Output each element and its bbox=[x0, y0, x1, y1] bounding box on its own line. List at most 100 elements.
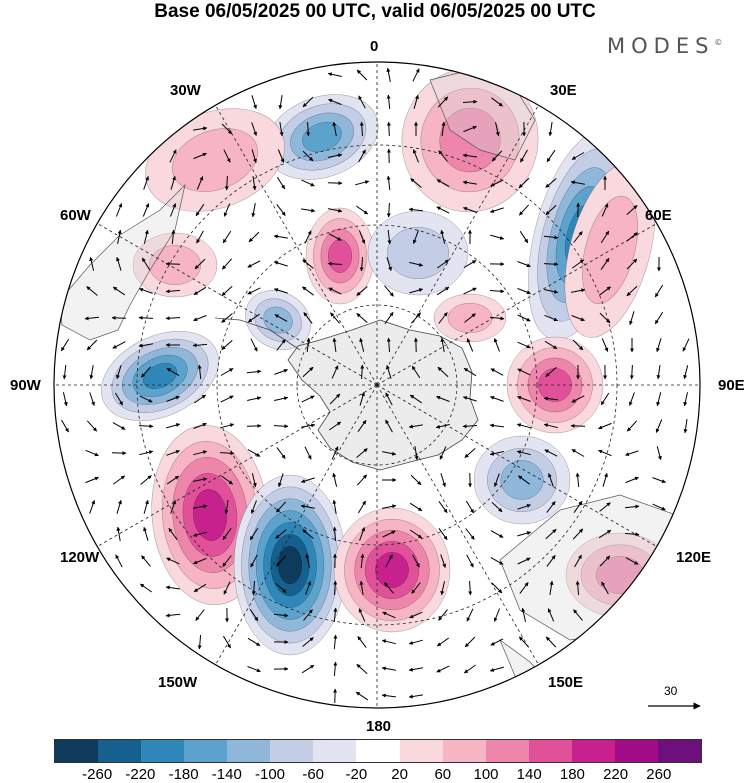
wind-arrow bbox=[572, 339, 584, 351]
wind-arrow bbox=[598, 449, 612, 457]
wind-arrow bbox=[332, 526, 337, 542]
wind-arrow bbox=[436, 206, 450, 214]
wind-arrow bbox=[600, 257, 610, 270]
wind-arrow bbox=[84, 316, 100, 321]
wind-arrow bbox=[359, 527, 366, 541]
wind-arrow bbox=[440, 473, 446, 488]
wind-arrow bbox=[89, 392, 95, 406]
wind-arrow bbox=[277, 149, 285, 163]
colorbar-tick-label: -100 bbox=[254, 766, 286, 783]
wind-arrow bbox=[543, 235, 559, 240]
wind-arrow bbox=[517, 368, 531, 376]
wind-arrow bbox=[519, 230, 529, 244]
wind-arrow bbox=[139, 287, 153, 294]
colorbar-swatch bbox=[270, 740, 314, 762]
wind-arrow bbox=[436, 179, 450, 187]
wind-arrow bbox=[408, 207, 423, 212]
wind-arrow bbox=[138, 343, 153, 348]
wind-arrow bbox=[490, 368, 504, 376]
wind-vectors bbox=[60, 67, 690, 704]
wind-arrow bbox=[330, 312, 340, 324]
wind-arrow bbox=[384, 285, 394, 297]
wind-arrow bbox=[625, 450, 639, 456]
wind-arrow bbox=[275, 501, 287, 513]
wind-arrow bbox=[386, 121, 391, 137]
wind-arrow bbox=[143, 499, 149, 514]
colorbar-swatch bbox=[184, 740, 228, 762]
anomaly-contour bbox=[277, 545, 303, 585]
wind-arrow bbox=[116, 526, 121, 541]
wind-arrow bbox=[439, 446, 447, 460]
longitude-label: 30W bbox=[170, 82, 201, 99]
wind-arrow bbox=[598, 422, 612, 430]
wind-arrow bbox=[224, 175, 229, 191]
wind-arrow bbox=[381, 666, 396, 671]
wind-arrow bbox=[166, 557, 180, 565]
wind-arrow bbox=[115, 554, 123, 568]
wind-arrow bbox=[544, 449, 558, 457]
wind-arrow bbox=[139, 583, 152, 593]
wind-arrow bbox=[112, 422, 126, 430]
wind-arrow bbox=[359, 391, 365, 406]
wind-arrow bbox=[279, 122, 284, 137]
wind-arrow bbox=[629, 364, 634, 380]
wind-arrow bbox=[195, 203, 205, 217]
longitude-label: 60W bbox=[60, 207, 91, 224]
wind-arrow bbox=[328, 153, 343, 158]
wind-arrow bbox=[356, 663, 368, 675]
wind-arrow bbox=[356, 69, 368, 81]
wind-arrow bbox=[440, 337, 445, 352]
wind-arrow bbox=[600, 230, 610, 244]
wind-arrow bbox=[517, 504, 531, 510]
wind-arrow bbox=[193, 315, 207, 322]
wind-arrow bbox=[546, 555, 556, 567]
colorbar-swatch bbox=[313, 740, 357, 762]
wind-arrow bbox=[327, 261, 343, 266]
lat-lon-grid bbox=[54, 62, 700, 708]
wind-arrow bbox=[333, 580, 338, 596]
wind-arrow bbox=[247, 313, 260, 323]
wind-arrow bbox=[170, 203, 177, 217]
colorbar-swatch bbox=[55, 740, 99, 762]
anomaly-shading bbox=[101, 67, 675, 656]
wind-arrow bbox=[141, 555, 151, 567]
wind-arrow bbox=[275, 529, 287, 539]
wind-arrow bbox=[328, 287, 342, 295]
wind-arrow bbox=[304, 446, 312, 460]
wind-arrow bbox=[517, 261, 531, 268]
wind-arrow bbox=[331, 365, 339, 379]
colorbar-tick-label: 140 bbox=[516, 766, 542, 783]
wind-arrow bbox=[221, 475, 233, 485]
wind-arrow bbox=[570, 423, 586, 428]
wind-arrow bbox=[656, 446, 662, 461]
wind-arrow bbox=[493, 608, 501, 622]
wind-arrow bbox=[223, 581, 231, 595]
wind-arrow bbox=[465, 500, 475, 514]
wind-arrow bbox=[192, 531, 207, 537]
wind-arrow bbox=[358, 149, 366, 163]
colorbar-tick-label: 260 bbox=[646, 766, 672, 783]
wind-arrow bbox=[221, 258, 233, 270]
wind-arrow bbox=[600, 392, 610, 406]
wind-arrow bbox=[545, 204, 557, 216]
wind-arrow bbox=[517, 314, 531, 322]
wind-arrow bbox=[654, 284, 664, 298]
wind-arrow bbox=[464, 636, 476, 648]
wind-arrow bbox=[356, 286, 368, 296]
wind-arrow bbox=[278, 473, 284, 488]
wind-arrow bbox=[359, 121, 364, 137]
wind-arrow bbox=[544, 340, 558, 350]
wind-arrow bbox=[518, 204, 530, 216]
wind-arrow bbox=[247, 287, 261, 295]
wind-arrow bbox=[192, 343, 208, 348]
wind-arrow bbox=[570, 180, 585, 185]
wind-arrow bbox=[571, 152, 585, 160]
wind-arrow bbox=[441, 121, 446, 136]
wind-arrow bbox=[386, 67, 391, 82]
wind-arrow bbox=[547, 473, 554, 487]
wind-arrow bbox=[273, 261, 288, 267]
wind-arrow bbox=[166, 449, 180, 456]
wind-arrow bbox=[572, 528, 584, 540]
wind-arrow bbox=[543, 423, 558, 429]
wind-arrow bbox=[463, 664, 476, 674]
